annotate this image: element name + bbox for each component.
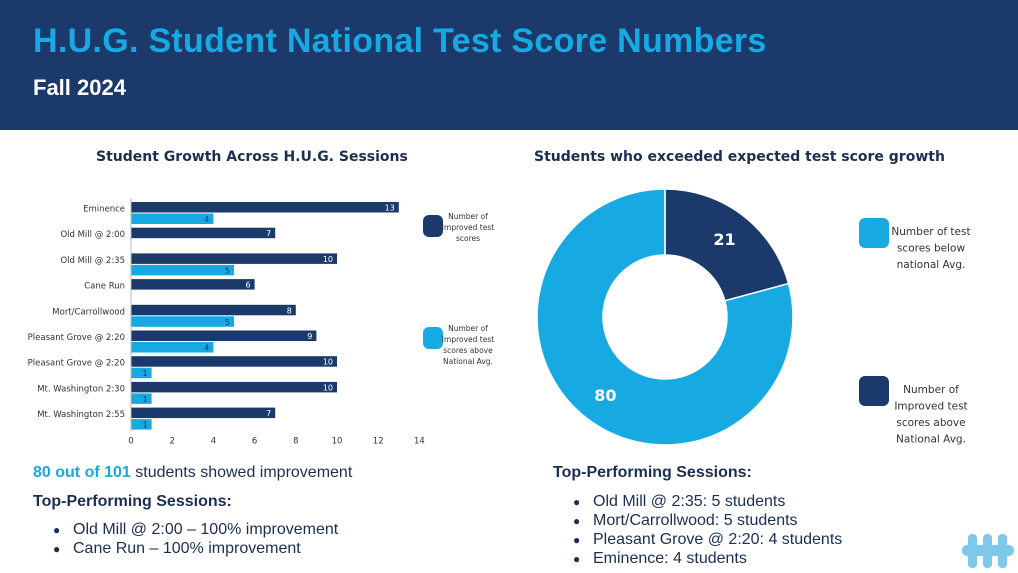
bar-improved xyxy=(131,381,337,393)
bar-value-label: 5 xyxy=(225,266,230,275)
x-tick-label: 6 xyxy=(252,436,257,446)
bar-value-label: 5 xyxy=(225,318,230,327)
bar-value-label: 1 xyxy=(143,395,148,404)
donut-chart: 21 80 Number of test scores below national A… xyxy=(536,188,971,446)
category-label: Mt. Washington 2:55 xyxy=(37,410,125,420)
list-item: ● Old Mill @ 2:00 – 100% improvement xyxy=(33,520,338,539)
category-label: Old Mill @ 2:35 xyxy=(60,256,125,266)
donut-chart-title: Students who exceeded expected test scor… xyxy=(534,149,945,165)
legend-swatch xyxy=(859,218,889,248)
bar-value-label: 10 xyxy=(323,255,333,264)
bar-value-label: 13 xyxy=(385,204,395,213)
hug-logo-icon xyxy=(962,534,1014,568)
x-tick-label: 0 xyxy=(128,436,133,446)
bullet-icon: ● xyxy=(53,542,61,556)
bar-value-label: 10 xyxy=(323,383,333,392)
list-item-text: Eminence: 4 students xyxy=(593,550,747,567)
x-tick-label: 14 xyxy=(414,436,425,446)
bar-improved xyxy=(131,304,296,316)
list-item: ● Mort/Carrollwood: 5 students xyxy=(553,511,842,530)
bar-improved xyxy=(131,279,255,290)
improvement-count: 80 out of 101 xyxy=(33,464,131,481)
improvement-text: students showed improvement xyxy=(130,464,353,481)
x-tick-label: 12 xyxy=(373,436,384,446)
slice-value-label: 21 xyxy=(713,230,735,249)
left-session-list: ● Old Mill @ 2:00 – 100% improvement ● Cane… xyxy=(33,520,338,558)
legend-swatch xyxy=(859,376,889,406)
list-item: ● Pleasant Grove @ 2:20: 4 students xyxy=(553,530,842,549)
legend-label: Number of Improved test scores above Nation… xyxy=(442,324,494,366)
bullet-icon: ● xyxy=(573,533,581,547)
legend-swatch xyxy=(423,327,443,349)
category-label: Pleasant Grove @ 2:20 xyxy=(28,333,125,343)
bar-value-label: 10 xyxy=(323,358,333,367)
x-tick-label: 2 xyxy=(169,436,174,446)
bar-improved xyxy=(131,407,276,419)
bar-improved xyxy=(131,253,337,264)
bullet-icon: ● xyxy=(573,514,581,528)
bullet-icon: ● xyxy=(573,552,581,566)
list-item-text: Pleasant Grove @ 2:20: 4 students xyxy=(593,531,843,548)
donut-slice xyxy=(536,188,794,446)
bar-above-avg xyxy=(131,316,234,327)
category-label: Cane Run xyxy=(84,282,125,292)
right-session-list: ● Old Mill @ 2:35: 5 students ● Mort/Carrol… xyxy=(553,492,842,568)
legend-label: Number of Improved test scores above Nation… xyxy=(894,384,967,446)
bullet-icon: ● xyxy=(573,495,581,509)
x-tick-label: 10 xyxy=(332,436,343,446)
bar-value-label: 8 xyxy=(287,306,292,315)
category-label: Pleasant Grove @ 2:20 xyxy=(28,359,125,369)
list-item-text: Cane Run – 100% improvement xyxy=(73,540,301,557)
legend-label: Number of test scores below national Avg. xyxy=(891,226,970,271)
page-subtitle: Fall 2024 xyxy=(33,75,126,100)
bar-improved xyxy=(131,356,337,367)
page-title: H.U.G. Student National Test Score Numbe… xyxy=(33,22,767,60)
header-banner: H.U.G. Student National Test Score Numbe… xyxy=(0,0,1018,130)
category-label: Mort/Carrollwood xyxy=(52,307,125,317)
bar-above-avg xyxy=(131,342,214,353)
bar-chart-title: Student Growth Across H.U.G. Sessions xyxy=(96,149,408,165)
x-tick-label: 8 xyxy=(293,436,298,446)
bullet-icon: ● xyxy=(53,523,61,537)
bar-improved xyxy=(131,227,276,239)
bar-value-label: 7 xyxy=(266,229,271,238)
category-label: Eminence xyxy=(83,205,125,215)
donut-slice xyxy=(664,188,790,302)
legend-label: Number of Improved test scores xyxy=(442,212,494,243)
list-item: ● Eminence: 4 students xyxy=(553,549,842,568)
list-item: ● Old Mill @ 2:35: 5 students xyxy=(553,492,842,511)
bar-above-avg xyxy=(131,213,214,224)
x-tick-label: 4 xyxy=(211,436,216,446)
bar-above-avg xyxy=(131,419,152,430)
bar-improved xyxy=(131,202,399,213)
bar-value-label: 1 xyxy=(143,421,148,430)
bar-improved xyxy=(131,330,317,341)
list-item-text: Mort/Carrollwood: 5 students xyxy=(593,512,798,529)
bar-value-label: 4 xyxy=(204,344,209,353)
right-list-heading: Top-Performing Sessions: xyxy=(553,464,752,481)
bar-above-avg xyxy=(131,264,234,276)
bar-above-avg xyxy=(131,393,152,404)
left-list-heading: Top-Performing Sessions: xyxy=(33,493,232,510)
bar-value-label: 4 xyxy=(204,215,209,224)
bar-value-label: 1 xyxy=(143,369,148,378)
bar-above-avg xyxy=(131,367,152,379)
legend-swatch xyxy=(423,215,443,237)
slice-value-label: 80 xyxy=(594,386,616,405)
list-item: ● Cane Run – 100% improvement xyxy=(33,539,338,558)
bar-chart: Eminence 13 4 Old Mill @ 2:00 7 Old Mill @ 2:… xyxy=(28,198,494,446)
bar-value-label: 7 xyxy=(266,409,271,418)
category-label: Old Mill @ 2:00 xyxy=(60,230,125,240)
list-item-text: Old Mill @ 2:00 – 100% improvement xyxy=(73,521,339,538)
bar-value-label: 9 xyxy=(307,332,312,341)
list-item-text: Old Mill @ 2:35: 5 students xyxy=(593,493,786,510)
improvement-summary: 80 out of 101 students showed improvemen… xyxy=(33,464,352,482)
category-label: Mt. Washington 2:30 xyxy=(37,384,125,394)
bar-value-label: 6 xyxy=(246,281,251,290)
